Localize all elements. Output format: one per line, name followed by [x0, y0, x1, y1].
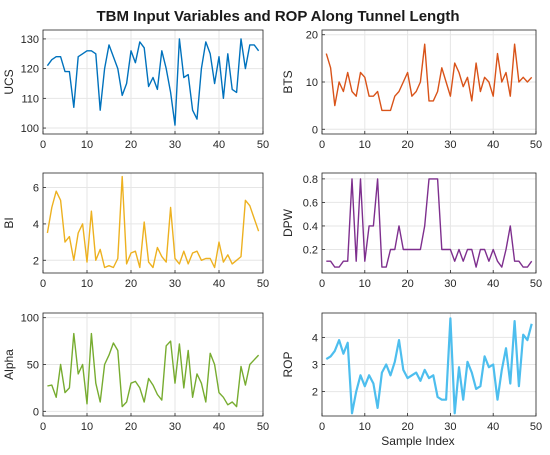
- y-tick-label: 130: [21, 34, 39, 46]
- x-tick-label: 40: [487, 421, 499, 433]
- x-tick-label: 30: [169, 139, 181, 151]
- axes-box-dpw: [321, 172, 537, 274]
- x-tick-label: 50: [530, 139, 542, 151]
- y-axis-label-bi: BI: [2, 217, 16, 228]
- y-axis-label-rop: ROP: [281, 351, 295, 377]
- y-tick-label: 100: [21, 313, 39, 325]
- y-tick-label: 2: [312, 387, 318, 399]
- y-tick-label: 3: [312, 360, 318, 372]
- x-tick-label: 20: [125, 278, 137, 290]
- x-tick-label: 40: [213, 278, 225, 290]
- y-tick-label: 120: [21, 64, 39, 76]
- y-axis-label-bts: BTS: [281, 70, 295, 93]
- y-tick-label: 0.4: [303, 221, 318, 233]
- y-axis-label-dpw: DPW: [281, 208, 295, 237]
- x-tick-label: 0: [319, 421, 325, 433]
- y-tick-label: 0.2: [303, 244, 318, 256]
- y-axis-label-alpha: Alpha: [2, 349, 16, 380]
- x-tick-label: 0: [319, 278, 325, 290]
- x-axis-label: Sample Index: [381, 434, 454, 448]
- subplot-bts: 0 10 20 30 40 50 0 10 20 BTS: [281, 29, 542, 151]
- series-line-rop: [325, 317, 533, 415]
- y-tick-label: 20: [306, 30, 318, 42]
- x-tick-label: 50: [257, 421, 269, 433]
- axes-box-ucs: [42, 29, 264, 135]
- x-tick-label: 10: [359, 139, 371, 151]
- axes-box-bi: [42, 172, 264, 274]
- x-tick-label: 40: [213, 139, 225, 151]
- y-tick-label: 0: [33, 406, 39, 418]
- x-tick-label: 10: [359, 421, 371, 433]
- x-tick-label: 50: [257, 278, 269, 290]
- series-line-bi: [46, 175, 260, 269]
- subplot-dpw: 0 10 20 30 40 50 0.2 0.4 0.6 0.8 DPW: [281, 172, 542, 290]
- x-tick-label: 0: [40, 278, 46, 290]
- x-tick-label: 30: [444, 421, 456, 433]
- y-axis-label-ucs: UCS: [2, 69, 16, 94]
- x-tick-label: 40: [487, 139, 499, 151]
- y-tick-label: 0.6: [303, 197, 318, 209]
- series-line-alpha: [47, 332, 260, 408]
- y-tick-label: 0.8: [303, 174, 318, 186]
- series-line-bts: [325, 43, 533, 112]
- subplot-alpha: 0 10 20 30 40 50 0 50 100 Alpha: [2, 312, 269, 433]
- x-tick-label: 50: [257, 139, 269, 151]
- x-tick-label: 20: [401, 139, 413, 151]
- y-tick-label: 4: [33, 219, 39, 231]
- x-tick-label: 20: [401, 278, 413, 290]
- x-tick-label: 10: [81, 421, 93, 433]
- x-tick-label: 50: [530, 278, 542, 290]
- y-tick-label: 10: [306, 77, 318, 89]
- subplot-ucs: 0 10 20 30 40 50 100 110 120 130 UCS: [2, 29, 269, 151]
- subplot-bi: 0 10 20 30 40 50 2 4 6 BI: [2, 172, 269, 290]
- x-tick-label: 10: [81, 278, 93, 290]
- y-tick-label: 0: [312, 124, 318, 136]
- x-tick-label: 40: [213, 421, 225, 433]
- y-tick-label: 50: [27, 360, 39, 372]
- x-tick-label: 30: [169, 421, 181, 433]
- x-tick-label: 20: [125, 421, 137, 433]
- x-tick-label: 30: [444, 139, 456, 151]
- x-tick-label: 0: [319, 139, 325, 151]
- x-tick-label: 20: [125, 139, 137, 151]
- x-tick-label: 50: [530, 421, 542, 433]
- y-tick-label: 110: [21, 93, 39, 105]
- x-tick-label: 0: [40, 139, 46, 151]
- x-tick-label: 10: [81, 139, 93, 151]
- x-tick-label: 30: [169, 278, 181, 290]
- figure-title: TBM Input Variables and ROP Along Tunnel…: [96, 8, 459, 25]
- x-tick-label: 30: [444, 278, 456, 290]
- series-line-dpw: [326, 178, 533, 268]
- y-tick-label: 4: [312, 332, 318, 344]
- x-tick-label: 40: [487, 278, 499, 290]
- y-tick-label: 2: [33, 255, 39, 267]
- x-tick-label: 20: [401, 421, 413, 433]
- x-tick-label: 10: [359, 278, 371, 290]
- y-tick-label: 100: [21, 123, 39, 135]
- subplot-rop: 0 10 20 30 40 50 2 3 4 ROP: [281, 312, 542, 433]
- y-tick-label: 6: [33, 183, 39, 195]
- series-line-ucs: [46, 38, 260, 126]
- x-tick-label: 0: [40, 421, 46, 433]
